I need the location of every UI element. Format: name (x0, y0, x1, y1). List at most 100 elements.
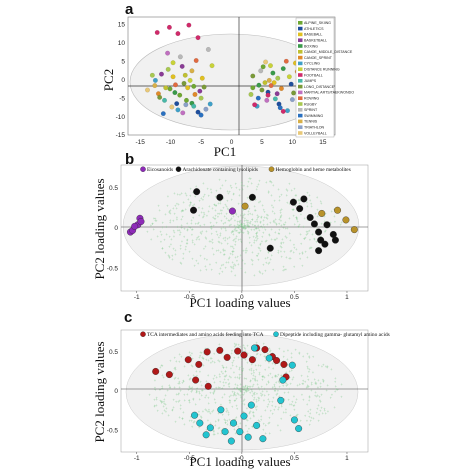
background-point: + (200, 383, 203, 387)
background-point: + (174, 420, 177, 424)
background-point: + (239, 220, 242, 224)
background-point: + (276, 236, 279, 240)
background-point: + (209, 221, 212, 225)
background-point: + (200, 351, 203, 355)
background-point: + (239, 231, 242, 235)
background-point: + (230, 198, 233, 202)
background-point: + (241, 393, 244, 397)
background-point: + (234, 390, 237, 394)
background-point: + (281, 237, 284, 241)
background-point: + (224, 370, 227, 374)
background-point: + (222, 197, 225, 201)
background-point: + (198, 238, 201, 242)
c-highlight-point (251, 344, 258, 352)
background-point: + (227, 218, 230, 222)
background-point: + (268, 416, 271, 420)
background-point: + (195, 403, 198, 407)
c-highlight-point (277, 396, 285, 404)
background-point: + (191, 238, 194, 242)
background-point: + (246, 221, 249, 225)
background-point: + (231, 229, 234, 233)
background-point: + (294, 194, 297, 198)
background-point: + (170, 237, 173, 241)
background-point: + (334, 376, 337, 380)
background-point: + (154, 388, 157, 392)
background-point: + (224, 421, 227, 425)
background-point: + (204, 407, 207, 411)
background-point: + (300, 374, 303, 378)
background-point: + (250, 228, 253, 232)
background-point: + (310, 383, 313, 387)
c-x-tick-label: -0.5 (184, 455, 196, 462)
background-point: + (281, 405, 284, 409)
background-point: + (235, 404, 238, 408)
panel-a-data-point (165, 50, 171, 56)
background-point: + (263, 216, 266, 220)
background-point: + (189, 202, 192, 206)
panel-a-legend-label: ATHLETICS (304, 27, 324, 31)
panel-a-x-tick-label: -15 (135, 139, 145, 146)
background-point: + (234, 342, 237, 346)
background-point: + (225, 381, 228, 385)
background-point: + (209, 391, 212, 395)
background-point: + (265, 261, 268, 265)
background-point: + (303, 237, 306, 241)
background-point: + (240, 214, 243, 218)
background-point: + (314, 390, 317, 394)
background-point: + (209, 422, 212, 426)
background-point: + (240, 183, 243, 187)
background-point: + (237, 224, 240, 228)
background-point: + (172, 406, 175, 410)
panel-a-legend-label: SPRINT (304, 108, 318, 112)
background-point: + (329, 221, 332, 225)
c-y-tick-label: 0 (114, 388, 118, 395)
background-point: + (232, 364, 235, 368)
c-legend-label: Dipeptide including gamma- glutamyl amin… (280, 332, 390, 338)
background-point: + (239, 238, 242, 242)
background-point: + (190, 419, 193, 423)
c-highlight-point (273, 357, 281, 364)
background-point: + (288, 387, 291, 391)
c-x-tick-label: 1 (345, 455, 349, 462)
background-point: + (155, 403, 158, 407)
c-highlight-point (259, 435, 267, 443)
background-point: + (248, 221, 251, 225)
c-highlight-point (288, 361, 296, 369)
background-point: + (233, 192, 236, 196)
background-point: + (232, 266, 235, 270)
background-point: + (295, 413, 298, 417)
background-point: + (278, 232, 281, 236)
background-point: + (234, 343, 237, 347)
background-point: + (179, 193, 182, 197)
background-point: + (283, 350, 286, 354)
background-point: + (190, 390, 193, 394)
background-point: + (253, 371, 256, 375)
background-point: + (286, 189, 289, 193)
background-point: + (177, 376, 180, 380)
background-point: + (183, 227, 186, 231)
background-point: + (282, 222, 285, 226)
background-point: + (224, 418, 227, 422)
background-point: + (307, 409, 310, 413)
panel-a-data-point (173, 82, 178, 88)
background-point: + (290, 356, 293, 360)
background-point: + (305, 233, 308, 237)
background-point: + (248, 225, 251, 229)
background-point: + (322, 363, 325, 367)
background-point: + (212, 215, 215, 219)
background-point: + (202, 182, 205, 186)
background-point: + (299, 199, 302, 203)
background-point: + (323, 214, 326, 218)
background-point: + (267, 403, 270, 407)
background-point: + (255, 364, 258, 368)
background-point: + (246, 224, 249, 228)
background-point: + (299, 383, 302, 387)
background-point: + (179, 247, 182, 251)
background-point: + (267, 393, 270, 397)
background-point: + (246, 386, 249, 390)
background-point: + (220, 432, 223, 436)
background-point: + (195, 237, 198, 241)
background-point: + (302, 382, 305, 386)
b-highlight-point (193, 188, 201, 196)
background-point: + (267, 251, 270, 255)
